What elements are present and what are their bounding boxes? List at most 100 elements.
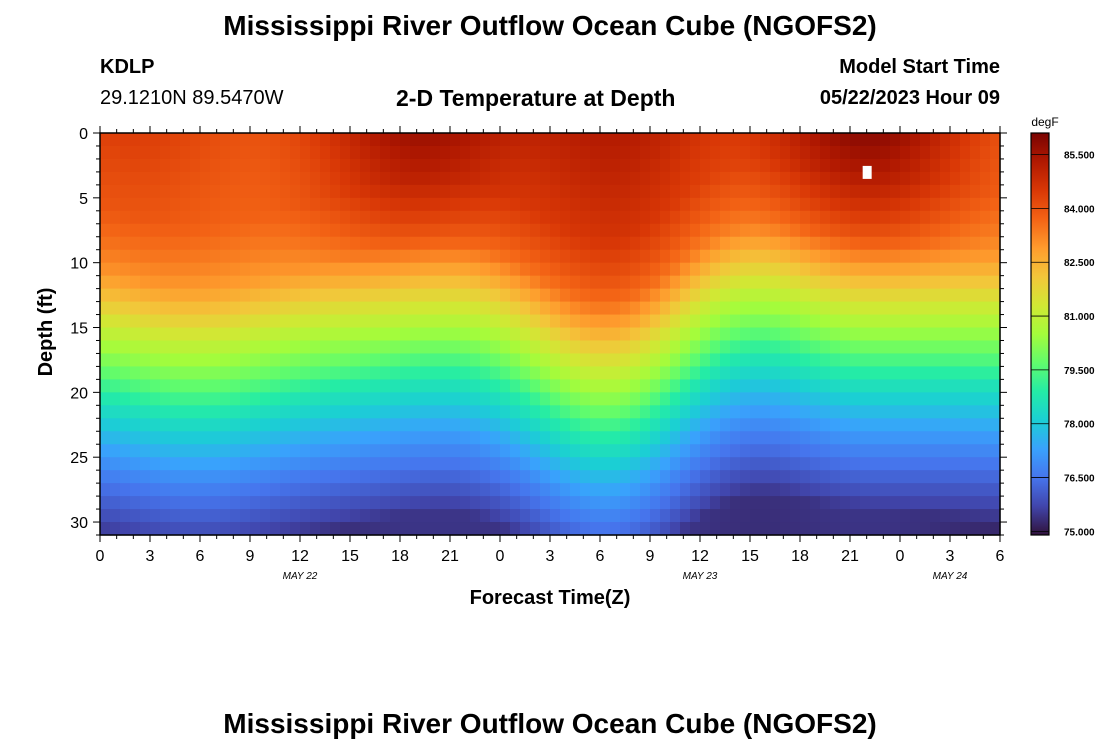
heatmap-cell — [570, 133, 581, 147]
heatmap-cell — [690, 223, 701, 238]
heatmap-cell — [860, 314, 871, 329]
heatmap-cell — [220, 262, 231, 277]
heatmap-cell — [660, 145, 671, 160]
heatmap-cell — [660, 236, 671, 251]
heatmap-cell — [530, 145, 541, 160]
heatmap-cell — [930, 288, 941, 303]
heatmap-cell — [750, 509, 761, 523]
heatmap-cell — [590, 444, 601, 458]
heatmap-cell — [870, 262, 881, 277]
heatmap-cell — [710, 314, 721, 329]
heatmap-cell — [910, 457, 921, 471]
heatmap-cell — [510, 327, 521, 342]
heatmap-cell — [610, 223, 621, 238]
heatmap-cell — [160, 158, 171, 173]
heatmap-cell — [430, 522, 441, 536]
heatmap-cell — [430, 314, 441, 329]
heatmap-cell — [680, 392, 691, 406]
heatmap-cell — [660, 366, 671, 380]
heatmap-cell — [600, 236, 611, 251]
heatmap-cell — [130, 327, 141, 342]
heatmap-cell — [300, 184, 311, 199]
heatmap-cell — [730, 314, 741, 329]
heatmap-cell — [990, 133, 1001, 147]
heatmap-cell — [850, 457, 861, 471]
heatmap-cell — [520, 249, 531, 264]
heatmap-cell — [420, 249, 431, 264]
heatmap-cell — [460, 366, 471, 380]
heatmap-cell — [760, 340, 771, 355]
heatmap-cell — [350, 262, 361, 277]
colorbar-tick-label: 82.500 — [1064, 258, 1095, 269]
heatmap-cell — [200, 405, 211, 419]
heatmap-cell — [680, 509, 691, 523]
heatmap-cell — [420, 444, 431, 458]
heatmap-cell — [790, 392, 801, 406]
heatmap-cell — [650, 444, 661, 458]
heatmap-cell — [900, 509, 911, 523]
heatmap-cell — [620, 405, 631, 419]
heatmap-cell — [780, 327, 791, 342]
heatmap-cell — [840, 405, 851, 419]
colorbar-gradient — [1030, 132, 1050, 536]
heatmap-cell — [950, 418, 961, 432]
heatmap-cell — [120, 210, 131, 225]
heatmap-cell — [920, 210, 931, 225]
heatmap-cell — [780, 133, 791, 147]
heatmap-cell — [370, 249, 381, 264]
heatmap-cell — [430, 353, 441, 368]
heatmap-cell — [820, 405, 831, 419]
heatmap-cell — [860, 392, 871, 406]
heatmap-cell — [280, 223, 291, 238]
heatmap-cell — [920, 470, 931, 484]
heatmap-cell — [880, 327, 891, 342]
heatmap-cell — [650, 457, 661, 471]
heatmap-cell — [500, 197, 511, 212]
heatmap-cell — [270, 184, 281, 199]
heatmap-cell — [520, 366, 531, 380]
heatmap-cell — [970, 353, 981, 368]
heatmap-cell — [610, 249, 621, 264]
heatmap-cell — [340, 392, 351, 406]
heatmap-cell — [290, 392, 301, 406]
footer-title: Mississippi River Outflow Ocean Cube (NG… — [223, 708, 877, 739]
heatmap-cell — [840, 431, 851, 445]
heatmap-cell — [150, 392, 161, 406]
heatmap-cell — [350, 171, 361, 186]
heatmap-cell — [500, 171, 511, 186]
heatmap-cell — [940, 327, 951, 342]
heatmap-cell — [270, 288, 281, 303]
heatmap-cell — [920, 133, 931, 147]
heatmap-cell — [940, 210, 951, 225]
heatmap-cell — [850, 288, 861, 303]
heatmap-cell — [430, 327, 441, 342]
heatmap-cell — [620, 133, 631, 147]
heatmap-cell — [840, 288, 851, 303]
heatmap-cell — [520, 496, 531, 510]
heatmap-cell — [720, 444, 731, 458]
heatmap-cell — [660, 444, 671, 458]
heatmap-cell — [810, 470, 821, 484]
heatmap-cell — [500, 379, 511, 393]
heatmap-cell — [930, 158, 941, 173]
heatmap-cell — [650, 522, 661, 536]
heatmap-cell — [880, 262, 891, 277]
heatmap-cell — [330, 392, 341, 406]
heatmap-cell — [830, 366, 841, 380]
heatmap-cell — [670, 197, 681, 212]
heatmap-cell — [650, 197, 661, 212]
heatmap-cell — [680, 314, 691, 329]
heatmap-cell — [620, 444, 631, 458]
heatmap-cell — [700, 314, 711, 329]
heatmap-cell — [960, 171, 971, 186]
heatmap-cell — [370, 223, 381, 238]
heatmap-cell — [270, 522, 281, 536]
heatmap-cell — [610, 158, 621, 173]
heatmap-cell — [430, 171, 441, 186]
heatmap-cell — [440, 288, 451, 303]
heatmap-cell — [640, 340, 651, 355]
heatmap-cell — [870, 418, 881, 432]
heatmap-cell — [530, 366, 541, 380]
heatmap-cell — [270, 509, 281, 523]
heatmap-cell — [250, 236, 261, 251]
